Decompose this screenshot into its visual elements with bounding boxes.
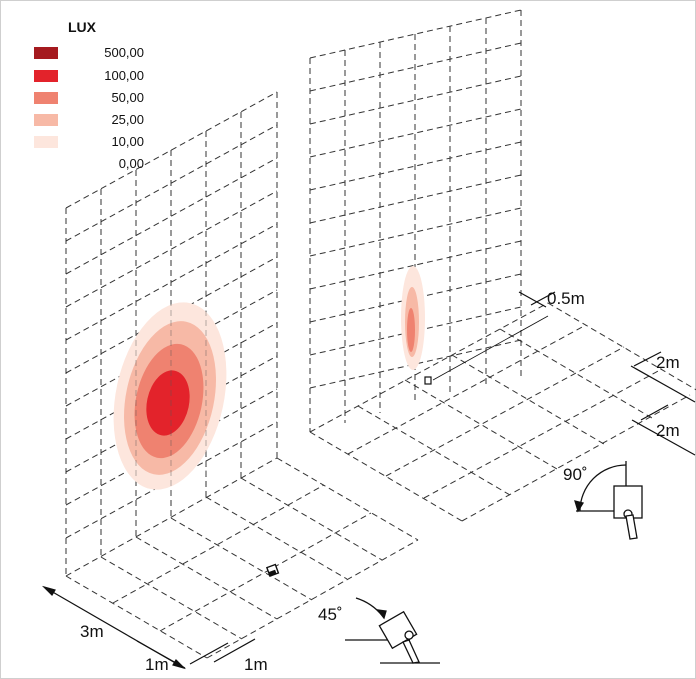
- legend-item: 0,00: [34, 156, 144, 172]
- angle-label-45: 45˚: [318, 605, 343, 624]
- legend-swatch: [34, 92, 58, 104]
- left-dimension-lines: [41, 585, 256, 670]
- legend-swatch: [34, 158, 58, 170]
- legend-item: 500,00: [34, 45, 144, 61]
- left-light-spot: [113, 302, 227, 490]
- legend-label: 0,00: [118, 156, 144, 171]
- dimension-label-2m-top: 2m: [656, 353, 680, 372]
- dimension-label-0-5m: 0.5m: [547, 289, 585, 308]
- left-fixture-marker: [265, 563, 280, 577]
- legend-label: 500,00: [104, 45, 144, 60]
- right-fixture-marker: [424, 315, 549, 385]
- legend-label: 100,00: [104, 68, 144, 83]
- right-dimension-lines: [518, 291, 696, 456]
- legend-item: 50,00: [34, 90, 144, 106]
- legend-label: 25,00: [111, 112, 144, 127]
- right-light-spot: [401, 266, 425, 370]
- right-wall-grid: [309, 9, 549, 433]
- legend-swatch: [34, 136, 58, 148]
- dimension-label-1m-right: 1m: [244, 655, 268, 674]
- legend-label: 10,00: [111, 134, 144, 149]
- dimension-label-3m: 3m: [80, 622, 104, 641]
- legend-label: 50,00: [111, 90, 144, 105]
- legend-swatch: [34, 47, 58, 59]
- right-floor-grid: [309, 302, 696, 522]
- dimension-label-1m-left: 1m: [145, 655, 169, 674]
- right-fixture-icon: [574, 461, 643, 540]
- legend-item: 10,00: [34, 134, 144, 150]
- legend-item: 25,00: [34, 112, 144, 128]
- left-floor-grid: [65, 457, 419, 659]
- legend-swatch: [34, 114, 58, 126]
- legend-item: 100,00: [34, 68, 144, 84]
- left-fixture-icon: [345, 597, 440, 664]
- angle-label-90: 90˚: [563, 465, 588, 484]
- legend-title: LUX: [68, 19, 96, 35]
- legend-swatch: [34, 70, 58, 82]
- dimension-label-2m-bottom: 2m: [656, 421, 680, 440]
